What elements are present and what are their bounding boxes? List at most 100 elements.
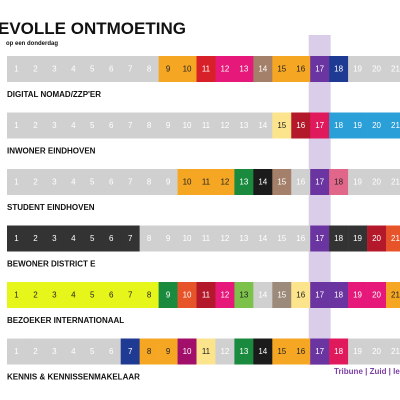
hour-cell xyxy=(234,225,254,252)
hour-cell xyxy=(234,112,254,139)
rows-group: 1 2 3 4 5 6 7 8 9 10 11 12 13 14 15 16 17 18 19 20 21DIGITAL… xyxy=(7,56,400,382)
hour-cell xyxy=(253,225,273,252)
hour-cell xyxy=(177,282,197,308)
hour-label: 13 xyxy=(239,65,248,74)
hour-cell xyxy=(177,112,197,139)
hour-cell xyxy=(63,169,84,195)
hour-cell xyxy=(25,112,46,139)
hour-label: 21 xyxy=(391,347,400,356)
highlight-annotation: Tribune | Zuid | lezing xyxy=(334,367,400,376)
hour-label: 15 xyxy=(277,121,286,130)
hour-cell xyxy=(25,338,46,365)
hour-label: 10 xyxy=(183,121,192,130)
row-label: STUDENT EINDHOVEN xyxy=(7,203,95,212)
hour-cell xyxy=(367,56,387,82)
hour-label: 2 xyxy=(33,65,38,74)
hour-label: 15 xyxy=(277,178,286,187)
hour-cell xyxy=(348,169,368,195)
hour-label: 4 xyxy=(71,291,76,300)
hour-label: 2 xyxy=(33,347,38,356)
hour-cell xyxy=(177,225,197,252)
hour-label: 15 xyxy=(277,347,286,356)
hour-cell xyxy=(7,225,27,252)
hour-cell xyxy=(367,169,387,195)
hour-label: 12 xyxy=(220,121,229,130)
hour-label: 10 xyxy=(183,234,192,243)
hour-label: 14 xyxy=(258,178,267,187)
hour-cell xyxy=(253,338,273,365)
hour-cell xyxy=(177,338,197,365)
hour-cell xyxy=(291,282,311,308)
hour-label: 17 xyxy=(315,234,324,243)
hour-cell xyxy=(215,225,235,252)
hour-cell xyxy=(348,338,368,365)
hour-label: 5 xyxy=(90,178,95,187)
hour-label: 9 xyxy=(166,178,171,187)
hour-cell xyxy=(215,169,235,195)
row-label: BEWONER DISTRICT E xyxy=(7,260,96,269)
hour-cell xyxy=(348,282,368,308)
hour-label: 12 xyxy=(220,291,229,300)
hour-label: 16 xyxy=(296,291,305,300)
hour-cell xyxy=(7,56,27,82)
hour-label: 10 xyxy=(183,178,192,187)
hour-label: 20 xyxy=(372,121,381,130)
hour-label: 14 xyxy=(258,65,267,74)
hour-cell xyxy=(101,225,121,252)
hour-label: 10 xyxy=(183,347,192,356)
hour-label: 13 xyxy=(239,291,248,300)
hour-label: 6 xyxy=(109,347,114,356)
hour-label: 7 xyxy=(128,347,133,356)
hour-cell xyxy=(234,338,254,365)
hour-cell xyxy=(101,282,121,308)
hour-cell xyxy=(25,225,46,252)
hour-cell xyxy=(310,225,330,252)
hour-label: 11 xyxy=(202,291,211,300)
hour-cell xyxy=(82,225,103,252)
hour-label: 21 xyxy=(391,121,400,130)
hour-cell xyxy=(310,282,330,308)
hour-cell xyxy=(139,112,159,139)
hour-cell xyxy=(82,338,103,365)
hour-cell xyxy=(272,56,292,82)
hour-label: 21 xyxy=(391,291,400,300)
hour-cell xyxy=(291,225,311,252)
hour-cell xyxy=(177,169,197,195)
hour-label: 16 xyxy=(296,65,305,74)
hour-label: 20 xyxy=(372,65,381,74)
hour-cell xyxy=(44,338,65,365)
hour-cell xyxy=(63,282,84,308)
hour-label: 19 xyxy=(353,121,362,130)
hour-label: 11 xyxy=(202,65,211,74)
hour-label: 18 xyxy=(334,234,343,243)
hour-cell xyxy=(158,112,178,139)
hour-label: 10 xyxy=(183,65,192,74)
hour-label: 14 xyxy=(258,291,267,300)
hour-cell xyxy=(196,169,216,195)
hour-cell xyxy=(253,169,273,195)
hour-cell xyxy=(234,282,254,308)
hour-label: 1 xyxy=(14,178,19,187)
hour-cell xyxy=(139,338,159,365)
hour-label: 18 xyxy=(334,347,343,356)
hour-label: 15 xyxy=(277,291,286,300)
hour-label: 12 xyxy=(220,178,229,187)
hour-cell xyxy=(82,112,103,139)
hour-cell xyxy=(291,56,311,82)
row-label: DIGITAL NOMAD/ZZP'ER xyxy=(7,90,101,99)
hour-label: 9 xyxy=(166,65,171,74)
hour-label: 15 xyxy=(277,234,286,243)
hour-label: 16 xyxy=(296,121,305,130)
hour-label: 20 xyxy=(372,234,381,243)
hour-label: 14 xyxy=(258,347,267,356)
hour-cell xyxy=(101,169,121,195)
hour-label: 12 xyxy=(220,234,229,243)
hour-cell xyxy=(272,282,292,308)
hour-label: 6 xyxy=(109,291,114,300)
hour-label: 1 xyxy=(14,291,19,300)
hour-label: 4 xyxy=(71,347,76,356)
hour-label: 3 xyxy=(52,121,57,130)
hour-cell xyxy=(272,112,292,139)
chart-subtitle: op een donderdag xyxy=(6,41,58,47)
hour-cell xyxy=(215,282,235,308)
